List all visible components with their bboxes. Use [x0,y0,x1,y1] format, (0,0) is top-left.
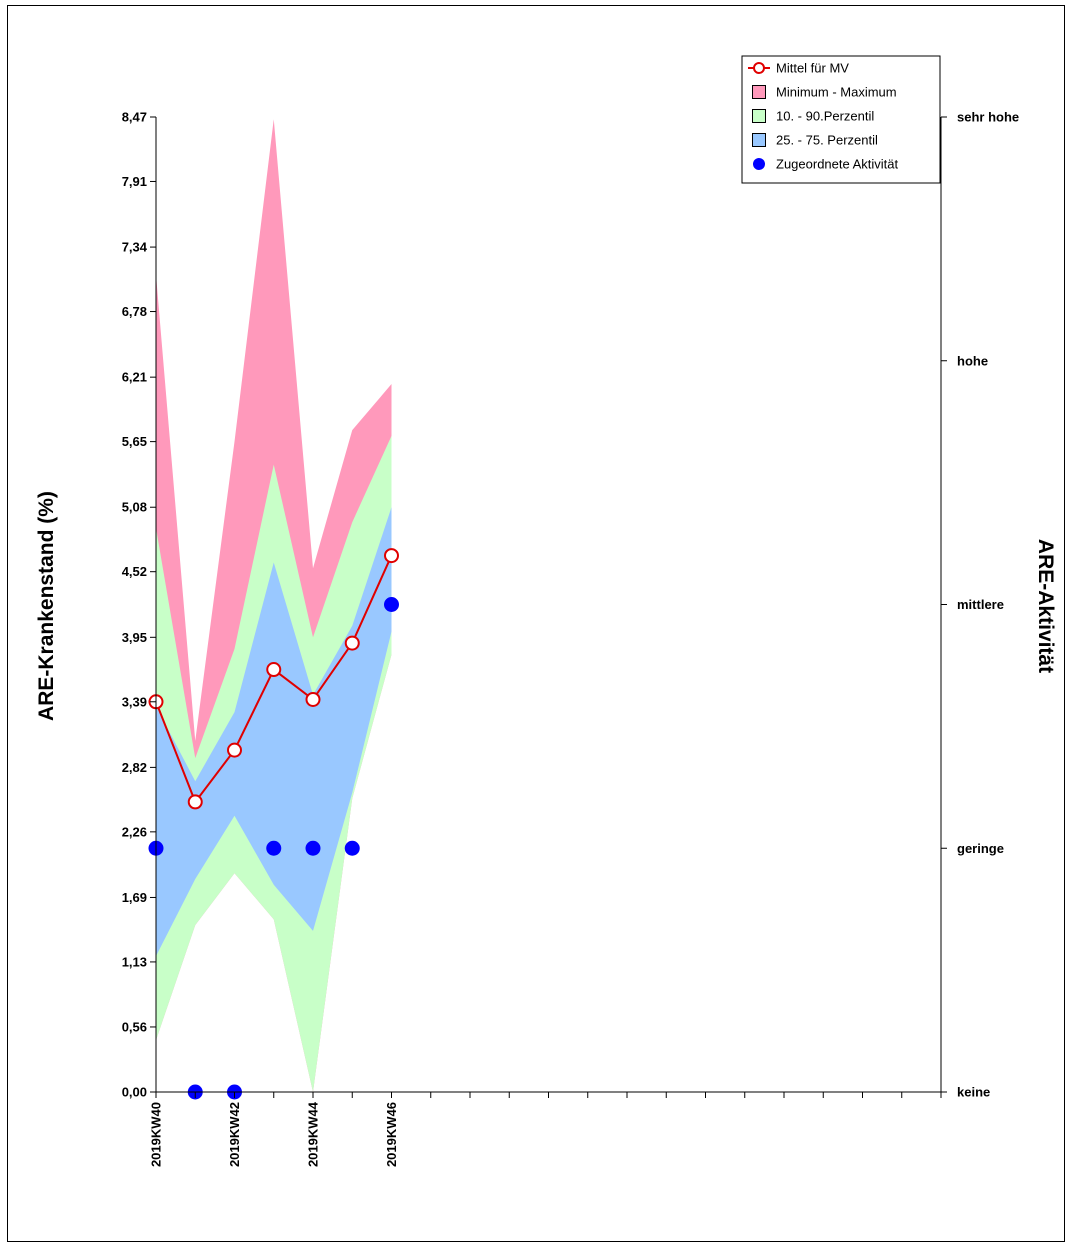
band-areas [156,119,392,1092]
legend-label: Mittel für MV [776,61,849,76]
y-tick-label: 7,34 [122,240,148,255]
y-tick-label: 0,56 [122,1019,147,1034]
y-tick-label: 2,26 [122,824,147,839]
x-tick-label: 2019KW44 [306,1101,321,1167]
y-tick-label: 0,00 [122,1085,147,1100]
mean-point [227,742,242,758]
legend-swatch [753,62,765,74]
mean-series [148,548,399,810]
y-tick-label: 4,52 [122,564,147,579]
mean-point [187,794,203,810]
activity-point [344,840,360,856]
legend-box [741,55,941,184]
legend-label: Zugeordnete Aktivität [776,157,899,172]
x-tick-label: 2019KW40 [149,1102,164,1167]
y2-tick-label: geringe [957,841,1004,856]
y-tick-label: 1,13 [122,954,147,969]
legend-swatch [752,85,766,99]
activity-point [305,840,321,856]
y-tick-label: 1,69 [122,890,147,905]
y-tick-label: 3,39 [122,694,147,709]
legend-swatch [753,158,765,170]
activity-point [266,840,282,856]
legend-label: Minimum - Maximum [776,85,897,100]
y-tick-label: 7,91 [122,174,147,189]
legend-label: 25. - 75. Perzentil [776,133,878,148]
chart-frame [7,5,1065,1242]
y2-tick-label: keine [957,1085,990,1100]
mean-point [266,662,282,678]
y-tick-label: 6,21 [122,370,147,385]
activity-point [384,597,399,612]
y-tick-label: 2,82 [122,760,147,775]
legend-swatch [752,109,766,123]
y-axis-title: ARE-Krankenstand (%) [35,491,58,721]
y2-tick-label: sehr hohe [957,110,1019,125]
mean-point [384,548,399,564]
y-tick-label: 3,95 [122,630,147,645]
axes: 0,00 0,56 1,13 1,69 2,26 2,82 3,39 3,95 4,52 5,08… [122,110,1019,1168]
y-tick-label: 5,08 [122,500,147,515]
y2-tick-label: hohe [957,353,988,368]
mean-point [344,635,360,651]
legend-swatch [752,133,766,147]
x-tick-label: 2019KW46 [384,1102,399,1167]
x-tick-label: 2019KW42 [227,1102,242,1167]
y2-axis-title: ARE-Aktivität [1034,539,1057,673]
y-tick-label: 5,65 [122,434,147,449]
y-tick-label: 6,78 [122,304,147,319]
y2-tick-label: mittlere [957,597,1004,612]
mean-point [305,691,321,707]
y-tick-label: 8,47 [122,110,147,125]
legend: Mittel für MV Minimum - Maximum 10. - 90.P… [741,55,941,184]
legend-label: 10. - 90.Perzentil [776,109,874,124]
band-area-3 [156,507,392,957]
